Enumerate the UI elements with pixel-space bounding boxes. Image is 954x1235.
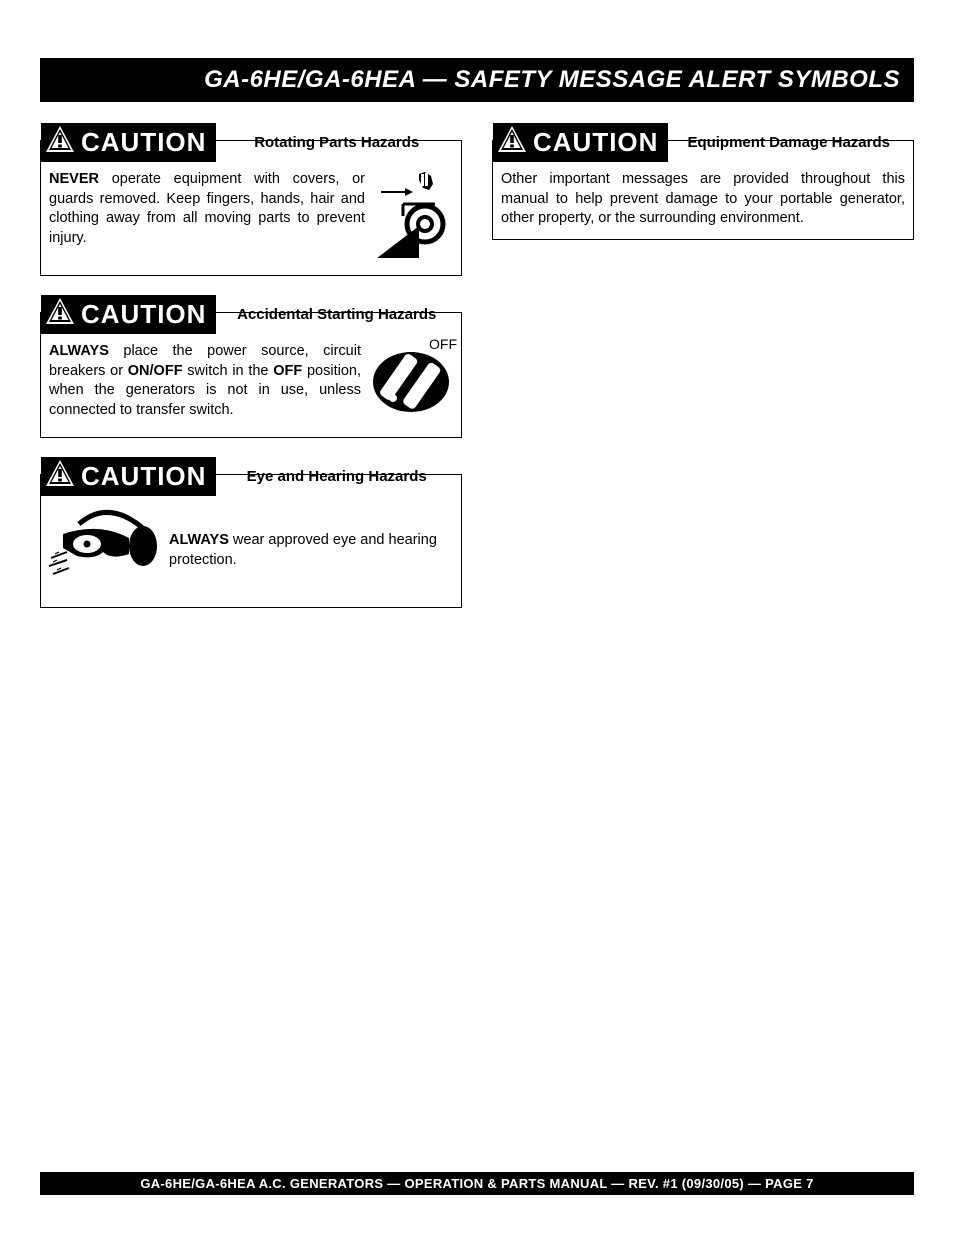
hazard-title: Accidental Starting Hazards xyxy=(226,306,453,323)
lead-word: NEVER xyxy=(49,171,99,187)
body-tail: Other important messages are provided th… xyxy=(501,171,905,226)
ppe-goggles-earmuff-icon xyxy=(49,504,159,597)
caution-header: CAUTION Eye and Hearing Hazards xyxy=(41,457,453,496)
manual-page: GA-6HE/GA-6HEA — SAFETY MESSAGE ALERT SY… xyxy=(0,0,954,1235)
b1: ON/OFF xyxy=(128,363,183,379)
caution-rotating-parts: CAUTION Rotating Parts Hazards NEVER ope… xyxy=(40,140,462,276)
lead-word: ALWAYS xyxy=(169,532,229,548)
lead-word: ALWAYS xyxy=(49,343,109,359)
hazard-title: Equipment Damage Hazards xyxy=(678,134,905,151)
page-footer-bar: GA-6HE/GA-6HEA A.C. GENERATORS — OPERATI… xyxy=(40,1172,914,1195)
warning-triangle-icon xyxy=(497,125,527,160)
caution-body: ALWAYS wear approved eye and hearing pro… xyxy=(49,504,453,597)
caution-badge: CAUTION xyxy=(41,123,216,162)
warning-triangle-icon xyxy=(45,125,75,160)
caution-text: NEVER operate equipment with covers, or … xyxy=(49,170,365,248)
page-title-bar: GA-6HE/GA-6HEA — SAFETY MESSAGE ALERT SY… xyxy=(40,58,914,102)
page-footer: GA-6HE/GA-6HEA A.C. GENERATORS — OPERATI… xyxy=(140,1176,813,1191)
caution-header: CAUTION Equipment Damage Hazards xyxy=(493,123,905,162)
b2: OFF xyxy=(273,363,302,379)
caution-text: ALWAYS place the power source, circuit b… xyxy=(49,342,361,420)
off-switch-icon: OFF xyxy=(371,342,453,427)
caution-eye-hearing: CAUTION Eye and Hearing Hazards xyxy=(40,474,462,608)
caution-header: CAUTION Rotating Parts Hazards xyxy=(41,123,453,162)
hazard-title: Eye and Hearing Hazards xyxy=(226,468,453,485)
content-columns: CAUTION Rotating Parts Hazards NEVER ope… xyxy=(40,122,914,608)
caution-text: ALWAYS wear approved eye and hearing pro… xyxy=(169,531,453,570)
rotating-parts-icon xyxy=(375,170,453,265)
caution-header: CAUTION Accidental Starting Hazards xyxy=(41,295,453,334)
caution-accidental-starting: CAUTION Accidental Starting Hazards ALWA… xyxy=(40,312,462,438)
caution-badge: CAUTION xyxy=(41,457,216,496)
caution-label: CAUTION xyxy=(81,461,206,492)
caution-label: CAUTION xyxy=(81,299,206,330)
caution-label: CAUTION xyxy=(533,127,658,158)
t2: switch in the xyxy=(183,363,274,379)
caution-label: CAUTION xyxy=(81,127,206,158)
page-title: GA-6HE/GA-6HEA — SAFETY MESSAGE ALERT SY… xyxy=(204,66,900,93)
caution-body: NEVER operate equipment with covers, or … xyxy=(49,170,453,265)
caution-badge: CAUTION xyxy=(493,123,668,162)
warning-triangle-icon xyxy=(45,297,75,332)
caution-equipment-damage: CAUTION Equipment Damage Hazards Other i… xyxy=(492,140,914,240)
caution-text: Other important messages are provided th… xyxy=(501,170,905,229)
off-label: OFF xyxy=(429,336,457,352)
caution-badge: CAUTION xyxy=(41,295,216,334)
left-column: CAUTION Rotating Parts Hazards NEVER ope… xyxy=(40,122,462,608)
warning-triangle-icon xyxy=(45,459,75,494)
caution-body: ALWAYS place the power source, circuit b… xyxy=(49,342,453,427)
right-column: CAUTION Equipment Damage Hazards Other i… xyxy=(492,122,914,240)
hazard-title: Rotating Parts Hazards xyxy=(226,134,453,151)
